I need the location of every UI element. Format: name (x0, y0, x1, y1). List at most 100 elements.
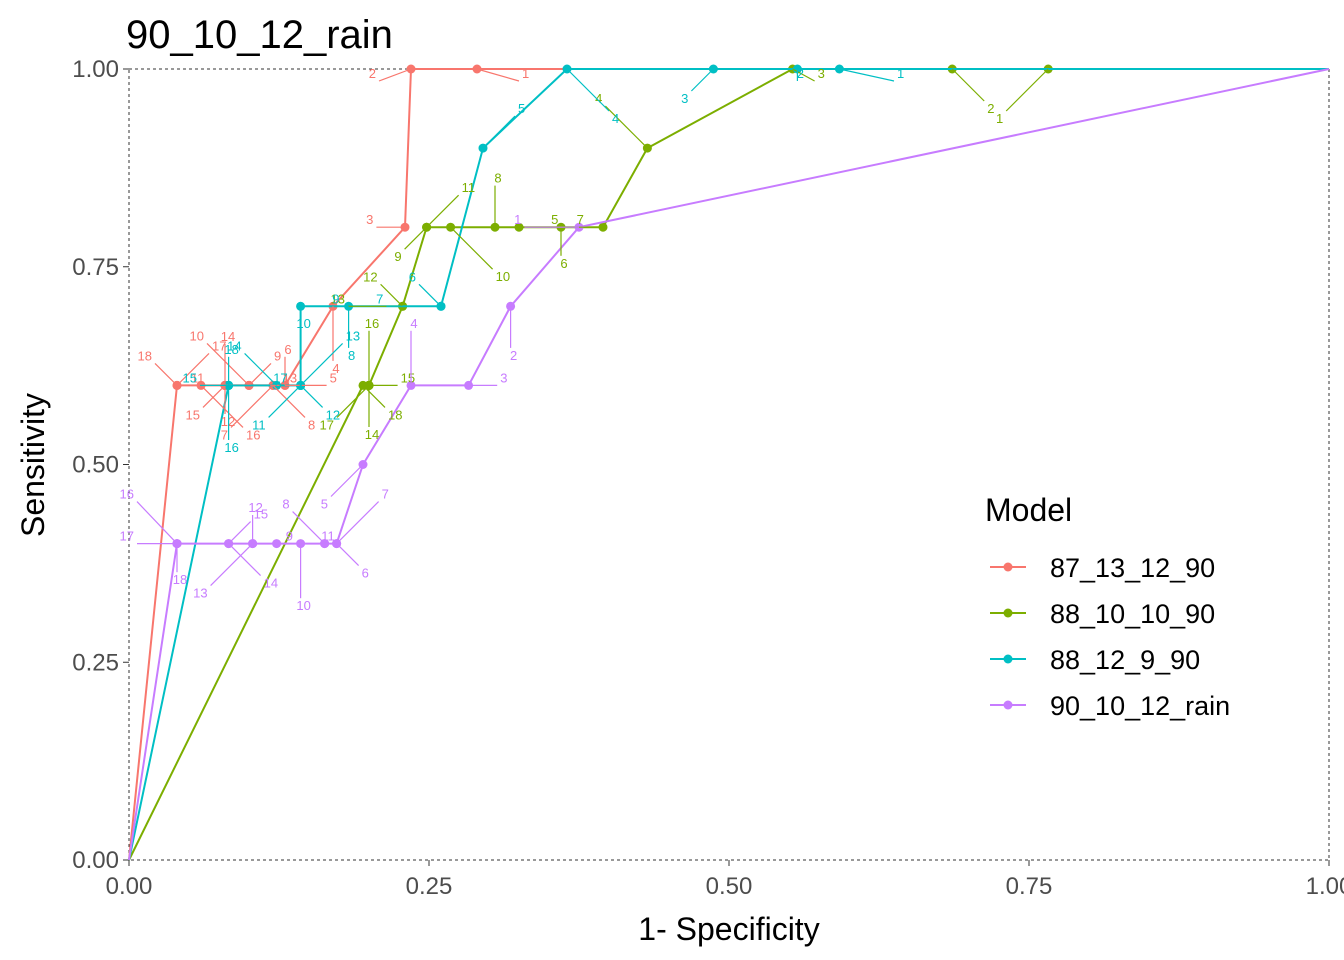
point-label: 18 (224, 342, 238, 357)
point-label: 3 (818, 66, 825, 81)
series-88_10_10_90 (128, 64, 1329, 861)
point-label: 10 (496, 269, 510, 284)
point-label: 15 (401, 370, 415, 385)
label-leader (272, 384, 306, 418)
label-leader (176, 352, 210, 386)
point-label: 1 (897, 66, 904, 81)
point-label: 7 (376, 291, 383, 306)
point-label: 3 (366, 212, 373, 227)
point-label: 8 (494, 171, 501, 186)
point-label: 14 (221, 329, 235, 344)
point-label: 2 (987, 101, 994, 116)
point-label: 10 (296, 316, 310, 331)
label-leader (230, 384, 274, 428)
legend-key-point (1003, 700, 1013, 710)
point-label: 7 (382, 487, 389, 502)
legend-item: 87_13_12_90 (990, 553, 1215, 583)
point-label: 18 (138, 348, 152, 363)
label-leader (330, 464, 364, 497)
series-line (128, 68, 1330, 861)
point-label: 10 (296, 598, 310, 613)
label-leader (336, 543, 360, 567)
plot-border (128, 68, 1330, 861)
label-leader (951, 68, 985, 102)
label-leader (244, 352, 278, 386)
label-leader (300, 384, 324, 408)
point-label: 8 (348, 348, 355, 363)
label-leader (268, 384, 302, 418)
label-leader (202, 384, 226, 408)
series-line (128, 68, 1329, 861)
legend-label: 87_13_12_90 (1050, 553, 1215, 583)
point-label: 9 (286, 529, 293, 544)
point-label: 11 (321, 529, 335, 544)
point-label: 8 (308, 417, 315, 432)
label-leader (792, 68, 815, 82)
point-label: 14 (227, 338, 241, 353)
point-label: 5 (321, 497, 328, 512)
point-label: 17 (120, 529, 134, 544)
legend-label: 88_12_9_90 (1050, 645, 1200, 675)
point-label: 1 (522, 66, 529, 81)
point-label: 6 (362, 566, 369, 581)
point-label: 2 (797, 66, 804, 81)
label-leader (404, 226, 428, 250)
series-layer (128, 64, 1330, 861)
series-88_12_9_90 (128, 64, 1329, 861)
label-leader (690, 68, 714, 92)
label-leader (476, 68, 520, 82)
point-label: 4 (410, 316, 417, 331)
legend-label: 88_10_10_90 (1050, 599, 1215, 629)
point-label: 16 (246, 427, 260, 442)
label-leader (482, 115, 516, 149)
point-label: 9 (274, 348, 281, 363)
point-label: 5 (518, 101, 525, 116)
label-leader (378, 68, 412, 82)
point-label: 12 (326, 407, 340, 422)
y-tick-label: 0.25 (72, 649, 119, 676)
legend-key-point (1003, 562, 1013, 572)
point-label: 6 (560, 256, 567, 271)
legend-key-point (1003, 654, 1013, 664)
point-label: 16 (365, 316, 379, 331)
y-tick-label: 0.50 (72, 452, 119, 479)
label-leader (136, 501, 178, 545)
point-label: 1 (996, 111, 1003, 126)
point-label: 17 (212, 338, 226, 353)
legend-item: 88_12_9_90 (990, 645, 1200, 675)
x-tick-label: 0.00 (106, 873, 153, 900)
legend-title: Model (985, 492, 1072, 528)
label-leader (336, 384, 370, 418)
series-line (128, 68, 1329, 861)
point-label: 7 (577, 212, 584, 227)
y-axis-title: Sensitivity (15, 393, 51, 537)
point-label: 12 (248, 500, 262, 515)
point-label: 15 (183, 370, 197, 385)
point-label: 2 (510, 348, 517, 363)
point-label: 5 (551, 212, 558, 227)
point-label: 13 (283, 370, 297, 385)
legend: Model 87_13_12_90 88_10_10_90 88_12_9_90 90… (985, 492, 1230, 721)
point-label: 17 (320, 417, 334, 432)
x-tick-label: 1.00 (1306, 873, 1344, 900)
point-label: 17 (273, 370, 287, 385)
series-line (128, 68, 1329, 861)
series-90_10_12_rain (128, 68, 1330, 861)
label-leader (248, 362, 272, 386)
chart-title: 90_10_12_rain (126, 13, 393, 57)
label-leader (1005, 68, 1049, 112)
point-label: 14 (264, 576, 278, 591)
legend-label: 90_10_12_rain (1050, 691, 1230, 721)
point-label: 4 (595, 91, 602, 106)
x-axis-title: 1- Specificity (638, 911, 819, 947)
point-label: 12 (363, 269, 377, 284)
point-label: 15 (254, 507, 268, 522)
label-leader (426, 194, 460, 228)
y-tick-label: 0.00 (72, 847, 119, 874)
y-tick-label: 1.00 (72, 56, 119, 83)
point-label: 6 (284, 342, 291, 357)
point-label: 15 (186, 407, 200, 422)
label-leader (380, 283, 404, 307)
label-leader (228, 521, 252, 545)
point-label: 11 (252, 417, 266, 432)
